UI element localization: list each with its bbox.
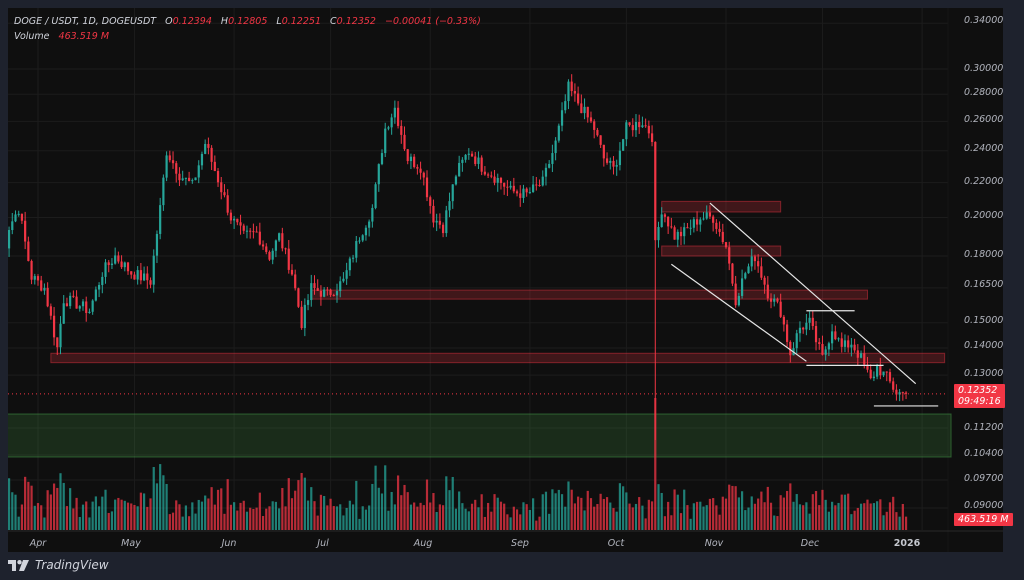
time-tick-label: Nov [704, 538, 724, 549]
price-tick-label: 0.18000 [964, 249, 1004, 260]
price-tick-label: 0.22000 [964, 176, 1004, 187]
time-tick-label: Aug [413, 538, 433, 549]
price-tick-label: 0.28000 [964, 87, 1004, 98]
change-value: −0.00041 (−0.33%) [385, 16, 481, 27]
price-tick-label: 0.34000 [964, 15, 1004, 26]
time-tick-label: Dec [800, 538, 820, 549]
time-tick-label: Apr [29, 538, 47, 549]
current-price: 0.12352 [958, 385, 998, 396]
price-tick-label: 0.15000 [964, 315, 1004, 326]
symbol-title[interactable]: DOGE / USDT, 1D, DOGEUSDT [14, 16, 157, 27]
tradingview-brand[interactable]: TradingView [8, 558, 109, 572]
volume-row: Volume 463.519 M [14, 29, 481, 44]
low-value: 0.12251 [281, 16, 321, 27]
price-tick-label: 0.09000 [964, 500, 1004, 511]
bar-countdown: 09:49:16 [958, 396, 1001, 407]
high-value: 0.12805 [228, 16, 268, 27]
price-tick-label: 0.20000 [964, 210, 1004, 221]
close-value: 0.12352 [336, 16, 376, 27]
high-label: H [220, 16, 229, 27]
price-chart-canvas[interactable] [8, 8, 1003, 552]
close-label: C [330, 16, 337, 27]
low-label: L [276, 16, 282, 27]
price-tick-label: 0.11200 [964, 422, 1004, 433]
channel-bottom [671, 263, 807, 362]
price-tick-label: 0.24000 [964, 143, 1004, 154]
price-tick-label: 0.26000 [964, 114, 1004, 125]
open-label: O [165, 16, 173, 27]
brand-name: TradingView [35, 558, 109, 572]
time-tick-label: Sep [511, 538, 529, 549]
time-tick-label: 2026 [893, 538, 921, 549]
price-tick-label: 0.10400 [964, 448, 1004, 459]
open-value: 0.12394 [172, 16, 212, 27]
tradingview-logo-icon [8, 559, 29, 571]
price-tick-label: 0.30000 [964, 63, 1004, 74]
volume-label[interactable]: Volume [14, 31, 50, 42]
time-tick-label: Jul [317, 538, 329, 549]
volume-tag: 463.519 M [954, 513, 1013, 526]
ohlc-row: DOGE / USDT, 1D, DOGEUSDT O0.12394 H0.12… [14, 14, 481, 29]
volume-value: 463.519 M [58, 31, 110, 42]
chart-frame[interactable] [8, 8, 1003, 552]
price-tick-label: 0.13000 [964, 368, 1004, 379]
symbol-legend: DOGE / USDT, 1D, DOGEUSDT O0.12394 H0.12… [14, 14, 481, 44]
price-tick-label: 0.16500 [964, 279, 1004, 290]
time-tick-label: Jun [221, 538, 237, 549]
current-price-tag: 0.12352 09:49:16 [954, 384, 1005, 408]
price-tick-label: 0.14000 [964, 340, 1004, 351]
channel-top [709, 202, 917, 385]
price-tick-label: 0.09700 [964, 473, 1004, 484]
time-tick-label: Oct [607, 538, 625, 549]
time-tick-label: May [121, 538, 141, 549]
